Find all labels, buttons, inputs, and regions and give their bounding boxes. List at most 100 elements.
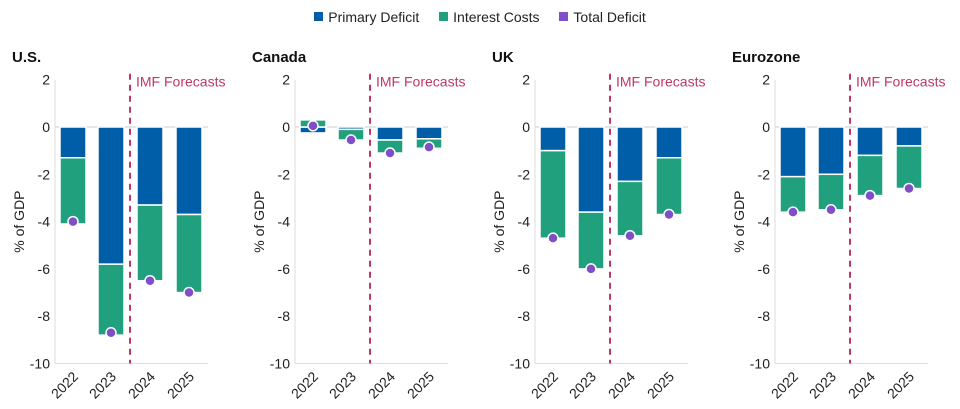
y-axis-label: % of GDP: [731, 190, 747, 252]
panel-title: Canada: [252, 49, 307, 66]
y-tick-label: 2: [522, 72, 530, 88]
x-tick-label: 2025: [644, 368, 677, 401]
y-tick-label: -6: [278, 261, 291, 277]
panel-canada: Canada 2 0 -2 -4 -6 -8 -10 % of GDP 2022 2023 2024 2…: [251, 49, 465, 402]
y-tick-label: -10: [750, 356, 770, 372]
y-tick-label: -10: [510, 356, 530, 372]
bar-interest-costs: [817, 173, 845, 211]
x-tick-label: 2025: [404, 368, 437, 401]
y-tick-label: -2: [758, 166, 771, 182]
bar-interest-costs: [136, 204, 164, 282]
y-tick-label: 2: [282, 72, 290, 88]
panel-uk: UK 2 0 -2 -4 -6 -8 -10 % of GDP 2022 2023 2024 2025 I…: [491, 49, 705, 402]
point-total-deficit: [864, 189, 876, 202]
bar-interest-costs: [577, 211, 605, 270]
bar-interest-costs: [655, 156, 683, 216]
y-tick-label: -4: [758, 214, 771, 230]
y-tick-label: 2: [762, 72, 770, 88]
point-total-deficit: [825, 204, 837, 216]
y-tick-label: -8: [518, 308, 531, 324]
bar-primary-deficit: [895, 126, 923, 147]
legend-swatch: [439, 12, 449, 21]
y-tick-label: -8: [758, 308, 771, 324]
y-tick-label: -4: [518, 214, 531, 230]
bar-primary-deficit: [539, 126, 567, 152]
point-total-deficit: [345, 134, 357, 146]
bar-primary-deficit: [779, 126, 807, 178]
point-total-deficit: [624, 230, 636, 242]
legend-label: Interest Costs: [453, 9, 540, 25]
y-tick-label: -4: [38, 214, 51, 230]
y-tick-label: -6: [758, 261, 771, 277]
point-total-deficit: [423, 141, 435, 153]
y-tick-label: -4: [278, 214, 291, 230]
bar-primary-deficit: [856, 126, 884, 157]
bar-interest-costs: [895, 145, 923, 190]
point-total-deficit: [144, 274, 156, 287]
panel-title: Eurozone: [732, 49, 800, 66]
y-tick-label: 0: [42, 119, 50, 135]
y-tick-label: -6: [518, 261, 531, 277]
x-tick-label: 2024: [365, 368, 398, 401]
legend-label: Primary Deficit: [328, 9, 420, 25]
forecast-annotation: IMF Forecasts: [616, 74, 705, 90]
x-tick-label: 2022: [288, 368, 321, 401]
forecast-annotation: IMF Forecasts: [136, 74, 225, 90]
x-tick-label: 2022: [768, 368, 801, 401]
legend-swatch: [559, 12, 569, 21]
forecast-annotation: IMF Forecasts: [856, 74, 945, 90]
y-tick-label: -10: [270, 356, 290, 372]
legend-item-total: Total Deficit: [559, 9, 646, 25]
y-tick-label: 0: [282, 119, 290, 135]
y-tick-label: -10: [30, 356, 50, 372]
x-tick-label: 2025: [164, 368, 197, 401]
bar-primary-deficit: [175, 126, 203, 216]
bar-primary-deficit: [376, 126, 404, 141]
x-tick-label: 2024: [125, 368, 158, 401]
legend-label: Total Deficit: [573, 9, 646, 25]
point-total-deficit: [105, 327, 117, 339]
legend-swatch: [314, 12, 324, 21]
point-total-deficit: [307, 120, 319, 132]
panel-us: U.S.2 0 -2 -4 -6 -8 -10 % of GDP 2022 2023 2024 202…: [11, 49, 225, 402]
y-axis-label: % of GDP: [11, 190, 27, 252]
bar-primary-deficit: [655, 126, 683, 159]
forecast-annotation: IMF Forecasts: [376, 74, 465, 90]
y-tick-label: -2: [518, 166, 531, 182]
panel-title: U.S.: [12, 49, 41, 66]
y-tick-label: 0: [762, 119, 770, 135]
bar-interest-costs: [779, 175, 807, 213]
x-tick-label: 2023: [566, 368, 599, 401]
point-total-deficit: [903, 182, 915, 195]
bar-primary-deficit: [577, 126, 605, 213]
x-tick-label: 2022: [48, 368, 81, 401]
y-axis-label: % of GDP: [491, 190, 507, 252]
legend: Primary Deficit Interest Costs Total Def…: [0, 9, 960, 25]
x-tick-label: 2023: [86, 368, 119, 401]
y-tick-label: 2: [42, 72, 50, 88]
bar-interest-costs: [856, 154, 884, 197]
panel-title: UK: [492, 49, 514, 66]
y-tick-label: -2: [278, 166, 291, 182]
legend-item-interest: Interest Costs: [439, 9, 540, 25]
bar-interest-costs: [175, 213, 203, 294]
x-tick-label: 2023: [326, 368, 359, 401]
bar-interest-costs: [97, 263, 125, 336]
point-total-deficit: [547, 232, 559, 244]
y-tick-label: 0: [522, 119, 530, 135]
bar-interest-costs: [616, 180, 644, 237]
bar-primary-deficit: [97, 126, 125, 265]
bar-primary-deficit: [59, 126, 87, 159]
bar-primary-deficit: [817, 126, 845, 176]
point-total-deficit: [67, 215, 79, 228]
bar-primary-deficit: [616, 126, 644, 183]
bar-interest-costs: [59, 156, 87, 225]
bar-interest-costs: [539, 149, 567, 239]
legend-item-primary: Primary Deficit: [314, 9, 419, 25]
y-tick-label: -8: [278, 308, 291, 324]
y-axis-label: % of GDP: [251, 190, 267, 252]
x-tick-label: 2024: [605, 368, 638, 401]
